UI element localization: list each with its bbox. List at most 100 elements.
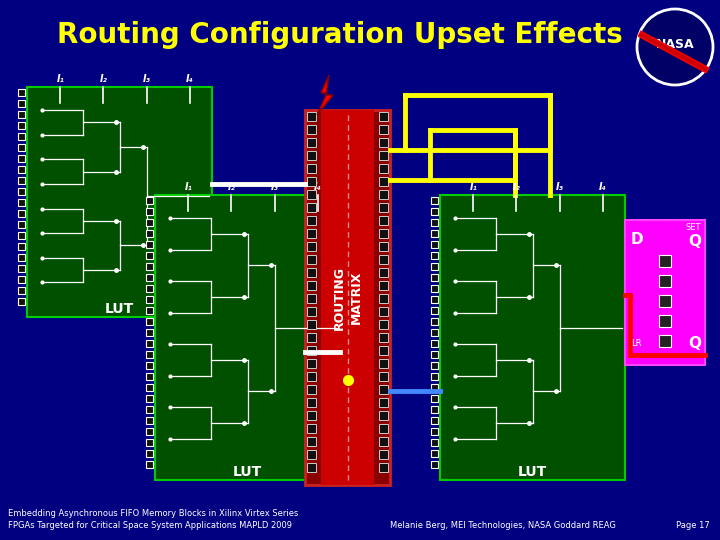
Bar (146, 208, 153, 215)
Bar (379, 346, 388, 355)
Bar (146, 197, 153, 204)
Circle shape (637, 9, 713, 85)
Bar (307, 112, 316, 121)
Text: I₃: I₃ (143, 74, 150, 84)
Text: I₂: I₂ (228, 182, 235, 192)
Bar (379, 229, 388, 238)
Bar (307, 268, 316, 277)
Bar (431, 395, 438, 402)
Text: LUT: LUT (518, 465, 547, 479)
Bar (18, 276, 25, 283)
Bar (146, 329, 153, 336)
Bar (659, 255, 671, 267)
Bar (18, 188, 25, 195)
Bar (146, 450, 153, 457)
Bar (379, 281, 388, 290)
Bar (155, 195, 340, 480)
Bar (146, 461, 153, 468)
Bar (431, 241, 438, 248)
Text: I₂: I₂ (513, 182, 521, 192)
Bar (307, 307, 316, 316)
Bar (431, 285, 438, 292)
Text: NASA: NASA (656, 38, 694, 51)
Bar (659, 295, 671, 307)
Bar (18, 221, 25, 228)
Bar (146, 362, 153, 369)
Bar (379, 463, 388, 472)
Text: ROUTING
MATRIX: ROUTING MATRIX (333, 266, 362, 329)
Polygon shape (317, 75, 333, 115)
Bar (307, 242, 316, 251)
Bar (27, 87, 212, 317)
Bar (431, 318, 438, 325)
Bar (146, 230, 153, 237)
Bar (307, 385, 316, 394)
Text: Q: Q (688, 335, 701, 350)
Bar (379, 294, 388, 303)
Bar (659, 275, 671, 287)
Bar (431, 406, 438, 413)
Bar (379, 320, 388, 329)
Bar (18, 166, 25, 173)
Bar (146, 307, 153, 314)
Bar (307, 450, 316, 459)
Bar (146, 296, 153, 303)
Text: I₄: I₄ (314, 182, 322, 192)
Bar (379, 255, 388, 264)
Text: LR: LR (631, 339, 642, 348)
Text: I₄: I₄ (186, 74, 194, 84)
Bar (431, 252, 438, 259)
Text: Q: Q (688, 234, 701, 249)
Text: I₃: I₃ (271, 182, 279, 192)
Bar (18, 144, 25, 151)
Bar (431, 329, 438, 336)
Bar (431, 384, 438, 391)
Bar (321, 110, 374, 485)
Bar (307, 229, 316, 238)
Bar (379, 359, 388, 368)
Bar (379, 151, 388, 160)
Bar (431, 450, 438, 457)
Bar (307, 463, 316, 472)
Bar (146, 219, 153, 226)
Bar (307, 424, 316, 433)
Text: Melanie Berg, MEI Technologies, NASA Goddard REAG: Melanie Berg, MEI Technologies, NASA God… (390, 522, 616, 530)
Bar (625, 220, 705, 365)
Bar (379, 268, 388, 277)
Bar (659, 315, 671, 327)
Bar (18, 111, 25, 118)
Bar (431, 296, 438, 303)
Bar (431, 307, 438, 314)
Bar (146, 417, 153, 424)
Text: I₄: I₄ (599, 182, 607, 192)
Bar (146, 428, 153, 435)
Bar (18, 254, 25, 261)
Bar (18, 199, 25, 206)
Text: LUT: LUT (105, 302, 134, 316)
Bar (431, 373, 438, 380)
Bar (18, 232, 25, 239)
Text: I₁: I₁ (469, 182, 477, 192)
Bar (307, 294, 316, 303)
Bar (431, 461, 438, 468)
Bar (379, 242, 388, 251)
Bar (146, 274, 153, 281)
Bar (307, 216, 316, 225)
Bar (379, 333, 388, 342)
Bar (146, 318, 153, 325)
Bar (379, 424, 388, 433)
Bar (307, 281, 316, 290)
Bar (146, 439, 153, 446)
Bar (307, 125, 316, 134)
Text: FPGAs Targeted for Critical Space System Applications MAPLD 2009: FPGAs Targeted for Critical Space System… (8, 522, 292, 530)
Bar (307, 398, 316, 407)
Bar (18, 133, 25, 140)
Bar (379, 411, 388, 420)
Text: SET: SET (685, 224, 701, 233)
Bar (379, 177, 388, 186)
Text: Page 17: Page 17 (676, 522, 710, 530)
Bar (307, 177, 316, 186)
Bar (431, 340, 438, 347)
Bar (307, 359, 316, 368)
Bar (379, 450, 388, 459)
